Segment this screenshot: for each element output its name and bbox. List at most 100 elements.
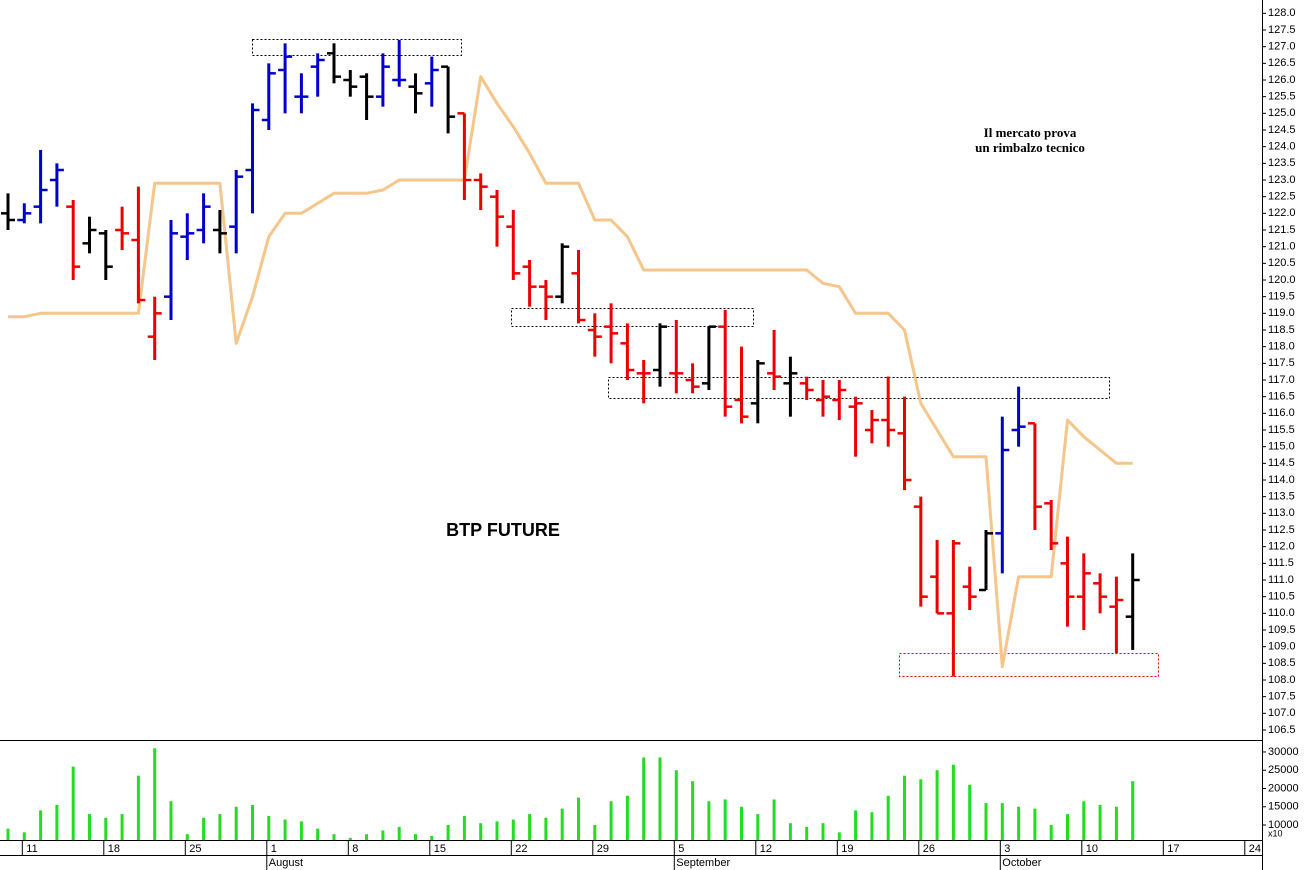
volume-bar [153,748,157,840]
volume-bar [169,801,173,840]
chart-title: BTP FUTURE [446,520,560,540]
x-tick-label: 17 [1167,843,1179,855]
volume-bar [495,821,499,840]
volume-bar [185,834,189,840]
y-tick-label: 108.5 [1268,657,1296,669]
y-tick-label: 112.0 [1268,541,1295,553]
y-tick-label: 123.5 [1268,157,1296,169]
month-label: September [676,857,730,869]
volume-bar [430,835,434,840]
x-tick-label: 25 [189,843,201,855]
volume-bar [202,817,206,840]
volume-bar [479,823,483,840]
volume-bar [984,803,988,840]
y-tick-label: 117.5 [1268,357,1295,369]
y-tick-label: 126.5 [1268,57,1296,69]
trend-line [8,75,1133,669]
volume-bar [381,830,385,840]
x-tick-label: 8 [352,843,358,855]
volume-bar [1000,803,1004,840]
range-box [511,308,754,327]
x-tick-label: 5 [678,843,684,855]
volume-bar [299,821,303,840]
x-tick-label: 3 [1004,843,1010,855]
volume-bar [772,799,776,840]
volume-bar [55,804,59,840]
volume-bar [251,804,254,840]
volume-bar [1033,808,1037,840]
volume-bar [1131,781,1135,840]
volume-bar [560,808,564,840]
volume-bar [414,834,417,840]
volume-bar [365,834,369,840]
y-tick-label: 124.5 [1268,124,1296,136]
month-label: August [269,857,303,869]
y-tick-label: 110.5 [1268,591,1295,603]
volume-tick-label: 20000 [1268,782,1299,794]
y-tick-label: 121.5 [1268,224,1296,236]
volume-bar [1098,804,1102,840]
volume-bar [919,779,923,840]
volume-bar [267,815,271,840]
x-tick-label: 15 [434,843,446,855]
volume-bar [544,817,548,840]
volume-bar [6,828,10,840]
y-tick-label: 106.5 [1268,724,1296,736]
volume-bar [234,806,238,840]
range-box [899,653,1159,677]
y-tick-label: 113.0 [1268,507,1295,519]
y-tick-label: 112.5 [1268,524,1295,536]
volume-bar [642,757,646,840]
volume-bar [39,810,43,840]
volume-bar [723,799,727,840]
y-tick-label: 108.0 [1268,674,1296,686]
y-tick-label: 114.5 [1268,457,1295,469]
y-tick-label: 107.0 [1268,707,1296,719]
volume-bar [837,832,841,840]
annotation: un rimbalzo tecnico [975,140,1085,155]
y-tick-label: 127.0 [1268,41,1296,53]
volume-bar [316,828,320,840]
volume-bar [1017,806,1021,840]
volume-bar [707,801,711,840]
volume-bar [528,814,532,840]
volume-bar [968,784,972,840]
y-tick-label: 107.5 [1268,691,1296,703]
volume-bar [625,795,629,840]
volume-bar [870,812,874,840]
volume-bar [593,825,597,840]
x-tick-label: 11 [26,843,37,855]
volume-bar [805,826,809,840]
y-tick-label: 118.5 [1268,324,1295,336]
volume-bar [1082,801,1086,840]
x-tick-label: 10 [1086,843,1098,855]
volume-bar [446,825,450,840]
volume-bar [886,795,890,840]
y-tick-label: 110.0 [1268,607,1295,619]
y-tick-label: 122.0 [1268,207,1296,219]
y-tick-label: 125.0 [1268,107,1296,119]
y-tick-label: 117.0 [1268,374,1295,386]
volume-bar [332,834,336,840]
volume-bar [283,819,287,840]
x-tick-label: 18 [108,843,120,855]
y-tick-label: 122.5 [1268,191,1296,203]
volume-bar [462,815,466,840]
volume-bar [951,764,955,840]
volume-bar [136,775,140,840]
volume-bar [1114,806,1118,840]
x-tick-label: 26 [923,843,935,855]
volume-bar [104,817,108,840]
y-tick-label: 127.5 [1268,24,1296,36]
volume-tick-label: 30000 [1268,746,1299,758]
y-tick-label: 119.5 [1268,291,1295,303]
annotation-boxes [252,39,1159,677]
volume-bar [740,806,743,840]
volume-bar [88,814,91,840]
x-tick-label: 1 [271,843,277,855]
y-tick-label: 120.5 [1268,257,1296,269]
volume-bar [511,819,515,840]
y-tick-label: 121.0 [1268,241,1296,253]
